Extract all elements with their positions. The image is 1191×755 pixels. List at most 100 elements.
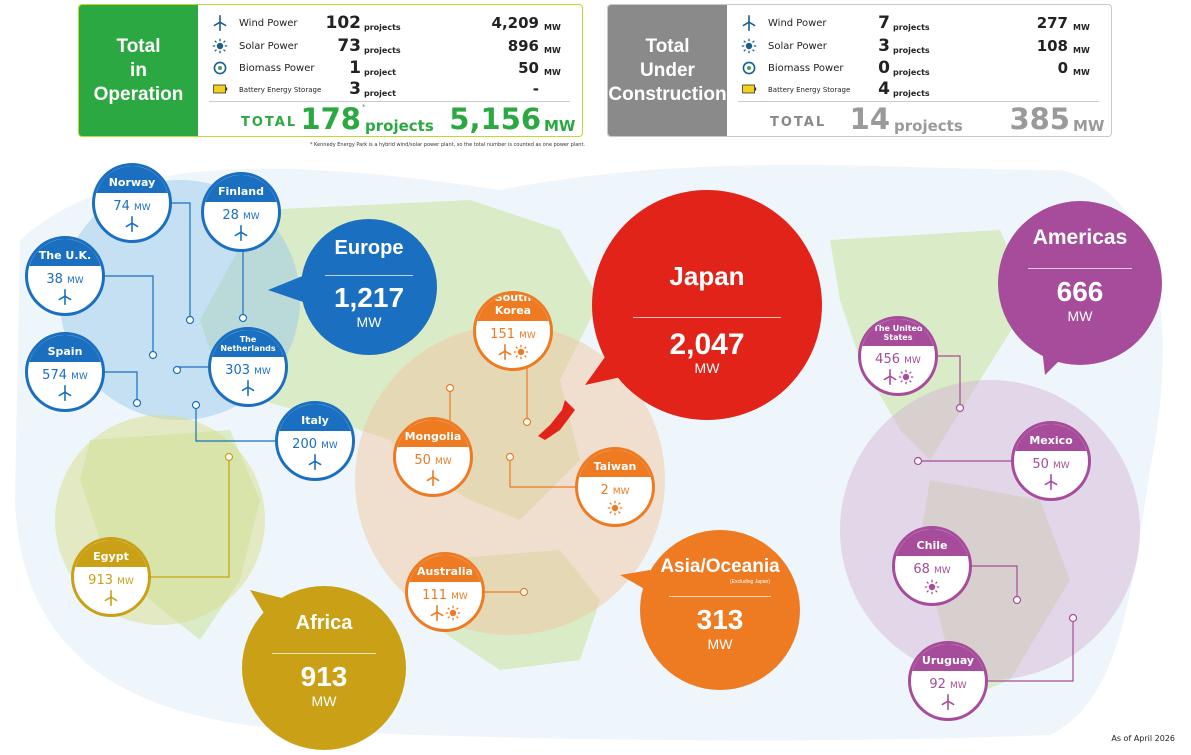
country-value-row: 913 MW: [74, 573, 148, 588]
total-count: 14: [849, 102, 890, 136]
row-count-unit: projects: [893, 68, 930, 77]
country-value: 111: [422, 587, 447, 603]
region-unit: MW: [694, 360, 720, 376]
country-icons: [74, 590, 148, 610]
location-dot: [519, 587, 529, 597]
country-header: Egypt: [74, 540, 148, 567]
country-header: Norway: [95, 166, 169, 193]
location-dot: [191, 400, 201, 410]
row-icon: [741, 60, 757, 80]
wind-icon: [58, 385, 72, 402]
country-bubble: Mexico 50 MW: [1011, 421, 1091, 501]
row-mw: -: [532, 80, 539, 98]
wind-icon: [125, 216, 139, 233]
country-icons: [578, 500, 652, 520]
solar-icon: [513, 345, 529, 360]
country-unit: MW: [950, 680, 967, 691]
construction-title: Total Under Construction: [608, 5, 727, 136]
region-rule: [1027, 268, 1133, 270]
country-unit: MW: [134, 202, 151, 213]
footnote: * Kennedy Energy Park is a hybrid wind/s…: [309, 142, 585, 148]
solar-icon: [924, 580, 940, 595]
battery-icon: [213, 84, 228, 94]
country-value: 68: [913, 561, 930, 577]
country-unit: MW: [254, 366, 271, 377]
country-value: 92: [929, 676, 946, 692]
row-name: Solar Power: [239, 41, 298, 52]
row-name: Wind Power: [768, 18, 827, 29]
connector: [948, 618, 1074, 682]
region-unit: MW: [1067, 308, 1093, 325]
region-bubble: Europe 1,217 MW: [301, 219, 437, 355]
country-icons: [211, 380, 285, 400]
row-count-unit: projects: [893, 89, 930, 98]
country-icons: [911, 694, 985, 714]
country-name: Italy: [301, 413, 329, 427]
country-value: 74: [113, 198, 130, 214]
country-bubble: The United States 456 MW: [858, 316, 938, 396]
country-value: 303: [225, 362, 250, 378]
country-header: The United States: [861, 319, 935, 346]
total-label: TOTAL: [770, 115, 827, 130]
country-value-row: 456 MW: [861, 352, 935, 367]
row-count: 4: [878, 79, 890, 99]
region-value: 913: [300, 661, 348, 693]
operation-box: Total in Operation Wind Power 102 projects 4,…: [78, 4, 583, 137]
location-dot: [172, 365, 182, 375]
wind-icon: [104, 590, 118, 607]
country-value-row: 68 MW: [895, 562, 969, 577]
wind-icon: [58, 289, 72, 306]
row-mw-unit: MW: [544, 46, 561, 55]
wind-icon: [883, 369, 897, 386]
row-icon: [212, 81, 228, 101]
row-name: Biomass Power: [768, 63, 844, 74]
wind-icon: [213, 15, 227, 32]
title-line: Operation: [93, 83, 184, 105]
country-value-row: 151 MW: [476, 327, 550, 342]
region-note: (Excluding Japan): [729, 578, 771, 585]
country-unit: MW: [612, 486, 630, 497]
as-of: As of April 2026: [1111, 734, 1175, 743]
location-dot: [522, 417, 532, 427]
region-unit: MW: [356, 313, 382, 330]
country-value: 50: [414, 452, 431, 468]
country-value: 574: [42, 367, 67, 383]
row-mw-unit: MW: [1073, 68, 1090, 77]
region-value: 666: [1056, 276, 1104, 308]
country-header: Mexico: [1014, 424, 1088, 451]
row-name: Solar Power: [768, 41, 827, 52]
country-icons: [204, 225, 278, 245]
total-count-unit: projects: [894, 117, 963, 135]
wind-icon: [308, 454, 322, 471]
row-mw-unit: MW: [1073, 23, 1090, 32]
country-header: Taiwan: [578, 450, 652, 477]
location-dot: [445, 383, 455, 393]
total-count: 178: [300, 102, 361, 136]
country-icons: [408, 605, 482, 625]
country-bubble: Norway 74 MW: [92, 163, 172, 243]
title-line: Construction: [608, 83, 727, 105]
country-bubble: Taiwan 2 MW: [575, 447, 655, 527]
country-unit: MW: [243, 211, 260, 222]
country-value-row: 92 MW: [911, 677, 985, 692]
country-name: Taiwan: [593, 459, 637, 473]
location-dot: [955, 403, 965, 413]
wind-icon: [241, 380, 255, 397]
country-icons: [28, 385, 102, 405]
solar-icon: [212, 38, 228, 54]
country-value-row: 50 MW: [1014, 457, 1088, 472]
row-count: 0: [878, 58, 890, 78]
row-icon: [212, 15, 228, 35]
row-mw: 108: [1036, 37, 1068, 55]
country-value: 456: [875, 351, 900, 367]
location-dot: [1068, 613, 1078, 623]
country-icons: [895, 579, 969, 599]
location-dot: [238, 313, 248, 323]
biomass-icon: [742, 61, 756, 75]
location-dot: [148, 350, 158, 360]
country-icons: [1014, 474, 1088, 494]
country-bubble: Finland 28 MW: [201, 172, 281, 252]
country-header: Mongolia: [396, 420, 470, 447]
region-bubble: Japan 2,047 MW: [592, 190, 822, 420]
country-value: 913: [88, 572, 113, 588]
